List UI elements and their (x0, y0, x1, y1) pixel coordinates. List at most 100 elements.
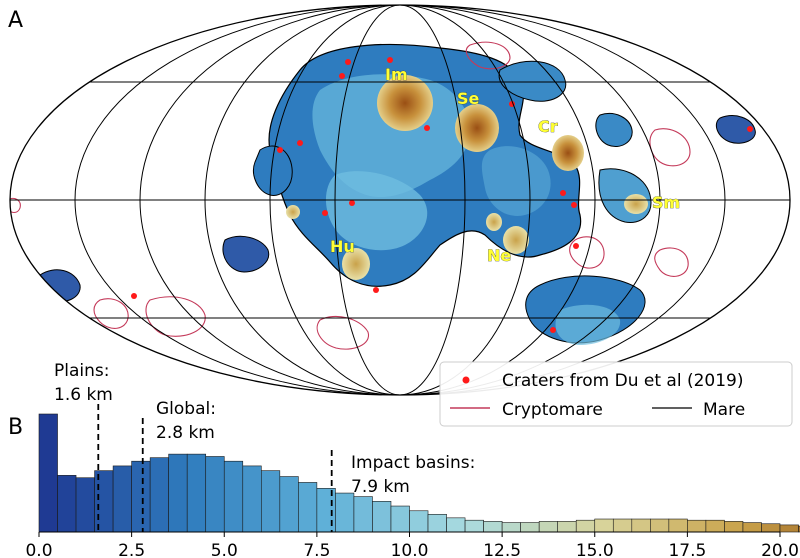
crater-point[interactable] (345, 59, 351, 65)
histogram-bar (149, 457, 169, 533)
basin-crisium (552, 135, 584, 171)
histogram-bar (335, 492, 355, 533)
histogram-bar (353, 496, 373, 533)
crater-point[interactable] (277, 147, 283, 153)
crater-point[interactable] (747, 126, 753, 132)
crater-point[interactable] (693, 329, 699, 335)
histogram-bar (798, 525, 800, 533)
panel-b-label: B (8, 415, 23, 440)
histogram-bar (390, 505, 410, 533)
histogram-bar (742, 522, 762, 533)
annotation-label: Global: (156, 399, 216, 419)
crater-point[interactable] (297, 140, 303, 146)
meridian-line (139, 5, 661, 395)
histogram-bar (131, 460, 151, 533)
histogram-bar (538, 521, 558, 533)
x-tick-label: 20.0 (761, 541, 799, 558)
histogram-bar (446, 517, 466, 533)
x-tick-label: 2.5 (118, 541, 145, 558)
histogram-bar (75, 477, 95, 533)
histogram-bar (57, 475, 77, 533)
legend-cryptomare-label: Cryptomare (502, 400, 603, 420)
histogram-bar (94, 470, 114, 533)
crater-point[interactable] (387, 57, 393, 63)
legend-mare-label: Mare (703, 400, 745, 420)
basin-small (486, 213, 502, 231)
histogram-bar (205, 456, 225, 533)
annotation-label: Impact basins: (351, 453, 475, 473)
crater-point[interactable] (560, 190, 566, 196)
histogram-bar (298, 482, 318, 533)
basin-label: Cr (538, 117, 558, 136)
crater-point[interactable] (550, 327, 556, 333)
basin-serenitatis (455, 104, 499, 152)
basin-nectaris (503, 226, 529, 254)
x-tick-label: 17.5 (668, 541, 706, 558)
graticule (10, 5, 790, 395)
histogram-bar (520, 522, 540, 533)
histogram-bar (612, 518, 633, 533)
histogram-bar (687, 519, 707, 533)
histogram-bar (427, 513, 447, 533)
basin-label: Se (457, 89, 480, 108)
cryptomare-patch (654, 247, 689, 277)
cryptomare-patch (10, 197, 21, 214)
cryptomare-patch (316, 315, 369, 350)
legend-crater-label: Craters from Du et al (2019) (502, 371, 744, 391)
x-tick-label: 0.0 (25, 541, 52, 558)
x-tick-label: 15.0 (576, 541, 614, 558)
legend-crater-marker (462, 376, 470, 384)
impact-basins (286, 75, 648, 280)
annotation-value: 7.9 km (351, 477, 410, 497)
x-axis-ticks: 0.0 2.5 5.0 7.5 10.0 12.5 15.0 17.5 20.0 (25, 532, 799, 558)
histogram-bar (594, 518, 614, 533)
basin-smythii (624, 194, 648, 214)
histogram-bar (668, 518, 688, 533)
crater-point[interactable] (424, 125, 430, 131)
histogram-bar (779, 524, 799, 533)
meridian-line (334, 5, 466, 395)
legend-box (439, 361, 793, 427)
crater-point[interactable] (573, 243, 579, 249)
x-tick-label: 5.0 (211, 541, 238, 558)
histogram-bar (409, 510, 429, 533)
meridian-line (74, 5, 726, 395)
crater-point[interactable] (373, 287, 379, 293)
crater-point[interactable] (322, 210, 328, 216)
basin-imbrium (377, 75, 433, 131)
crater-point[interactable] (131, 293, 137, 299)
basin-label: Ne (487, 246, 511, 265)
x-tick-label: 12.5 (483, 541, 521, 558)
crater-point[interactable] (349, 200, 355, 206)
x-tick-label: 10.0 (391, 541, 429, 558)
cryptomare-patch (145, 296, 206, 337)
crater-point[interactable] (571, 202, 577, 208)
histogram-bar (650, 518, 670, 533)
histogram-bars (38, 413, 800, 533)
histogram-bar (575, 519, 596, 533)
histogram-bar (223, 460, 244, 533)
basin-labels: Im Se Cr Sm Hu Ne (330, 65, 681, 266)
histogram-annotations: Plains: 1.6 km Global: 2.8 km Impact basins:… (54, 361, 475, 532)
histogram-bar (186, 453, 207, 533)
histogram-bar (557, 521, 577, 533)
histogram-bar (112, 465, 132, 533)
histogram-bar (761, 523, 781, 533)
crater-point[interactable] (339, 73, 345, 79)
mollweide-map (10, 5, 790, 395)
histogram-bar (631, 518, 651, 533)
basin-humorum (342, 248, 370, 280)
histogram-bar (38, 413, 58, 533)
basin-label: Im (385, 65, 408, 84)
x-tick-label: 7.5 (303, 541, 330, 558)
histogram-bar (260, 470, 281, 533)
basin-small (286, 205, 300, 219)
map-legend: Craters from Du et al (2019) Cryptomare … (439, 361, 793, 427)
annotation-value: 2.8 km (156, 423, 215, 443)
histogram-bar (724, 521, 744, 533)
histogram-bar (316, 488, 336, 533)
annotation-label: Plains: (54, 361, 109, 381)
cryptomare-patch (569, 236, 605, 269)
histogram: Plains: 1.6 km Global: 2.8 km Impact basins:… (25, 361, 800, 558)
